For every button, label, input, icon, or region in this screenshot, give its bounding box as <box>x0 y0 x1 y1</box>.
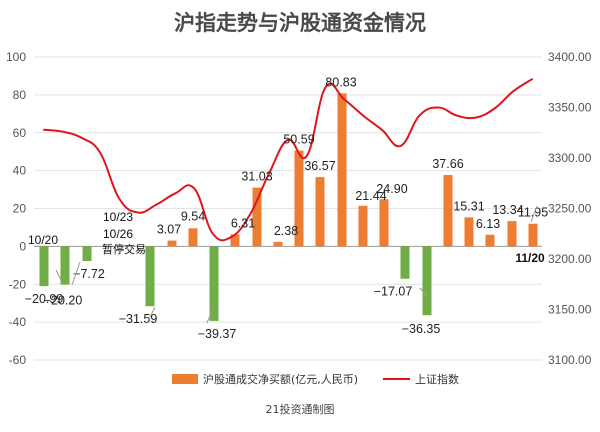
right-tick-label: 3200.00 <box>548 252 592 266</box>
left-tick-label: 40 <box>13 164 27 178</box>
legend-bar-label: 沪股通成交净买额(亿元,人民币) <box>203 372 358 386</box>
legend-line-label: 上证指数 <box>415 372 459 386</box>
bar-value-label: 21.44 <box>355 189 386 203</box>
label-leader-line <box>71 261 81 286</box>
bar <box>358 205 368 247</box>
bar <box>145 246 155 307</box>
bar-value-label: 31.03 <box>241 170 272 184</box>
bar <box>507 221 517 247</box>
bar-value-label: −20.20 <box>44 294 83 308</box>
bar <box>485 234 495 247</box>
label-leader-line <box>419 287 428 297</box>
bar <box>528 223 538 247</box>
bar <box>273 241 283 247</box>
bar <box>294 150 304 247</box>
bar-value-label: 37.66 <box>432 157 463 171</box>
bar <box>188 228 198 247</box>
end-date-annotation: 11/20 <box>515 251 545 265</box>
annotations: 10/20 10/23 10/26 暂停交易 11/20 <box>28 210 545 265</box>
bar <box>230 234 240 247</box>
bar <box>464 217 474 247</box>
bar-value-label: 50.59 <box>283 133 314 147</box>
bar-value-label: −17.07 <box>374 285 413 299</box>
grid-layer <box>34 56 542 361</box>
left-tick-label: 60 <box>13 126 27 140</box>
bar <box>315 177 325 247</box>
bar-value-label: 36.57 <box>304 159 335 173</box>
bar-value-label: 9.54 <box>181 209 205 223</box>
bar-value-label: 11.95 <box>518 206 548 220</box>
bar-value-label: −20.99 <box>25 292 64 306</box>
start-date-annotation: 10/20 <box>28 233 58 247</box>
bar <box>39 246 49 287</box>
gap-date-2-annotation: 10/26 <box>103 227 133 241</box>
bar-value-label: −7.72 <box>73 267 105 281</box>
bar <box>337 93 347 247</box>
label-leader-line <box>146 306 156 324</box>
bar-value-label: −36.35 <box>402 322 441 336</box>
bar-value-label: 15.31 <box>453 199 484 213</box>
bar <box>379 199 389 247</box>
bar-value-label: 13.34 <box>492 203 523 217</box>
bar-value-label: 3.07 <box>157 223 181 237</box>
bar-value-label: 6.13 <box>476 217 500 231</box>
right-tick-label: 3150.00 <box>548 303 592 317</box>
bar <box>400 246 410 279</box>
bar <box>252 187 262 247</box>
chart-title: 沪指走势与沪股通资金情况 <box>174 11 426 35</box>
left-tick-label: -40 <box>9 315 27 329</box>
bar-value-label: −39.37 <box>198 327 237 341</box>
bar-value-label: 6.31 <box>231 216 255 230</box>
line-series <box>43 78 533 242</box>
bar <box>167 240 177 247</box>
label-leader-line <box>55 269 63 283</box>
bar <box>60 246 70 285</box>
data-labels: −20.99−20.20−7.72−31.593.079.54−39.376.3… <box>25 75 549 341</box>
legend-bar-swatch <box>172 374 198 384</box>
bar <box>209 246 219 321</box>
left-axis: -60 -40 -20 0 20 40 60 80 100 <box>6 50 26 367</box>
bar-value-label: 80.83 <box>325 75 356 89</box>
bar-series <box>39 93 538 321</box>
left-tick-label: 0 <box>19 239 26 253</box>
index-line <box>43 78 533 242</box>
bar-value-label: 2.38 <box>274 224 298 238</box>
bar <box>443 175 453 247</box>
bar <box>82 246 92 261</box>
bar <box>422 246 432 316</box>
right-tick-label: 3400.00 <box>548 50 592 64</box>
label-leader-line <box>530 205 538 223</box>
left-tick-label: -60 <box>9 353 27 367</box>
gap-note-annotation: 暂停交易 <box>102 242 146 256</box>
source-note: 21投资通制图 <box>266 402 335 416</box>
right-tick-label: 3300.00 <box>548 151 592 165</box>
left-tick-label: 100 <box>6 50 26 64</box>
label-leader-line <box>206 305 215 324</box>
left-tick-label: -20 <box>9 277 27 291</box>
left-tick-label: 80 <box>13 88 27 102</box>
right-tick-label: 3250.00 <box>548 202 592 216</box>
left-tick-label: 20 <box>13 202 27 216</box>
right-tick-label: 3350.00 <box>548 101 592 115</box>
right-tick-label: 3100.00 <box>548 353 592 367</box>
legend: 沪股通成交净买额(亿元,人民币) 上证指数 <box>172 372 459 386</box>
right-axis: 3100.00 3150.00 3200.00 3250.00 3300.00 3350.… <box>548 50 592 367</box>
gap-date-1-annotation: 10/23 <box>103 210 133 224</box>
bar-value-label: 24.90 <box>376 182 407 196</box>
